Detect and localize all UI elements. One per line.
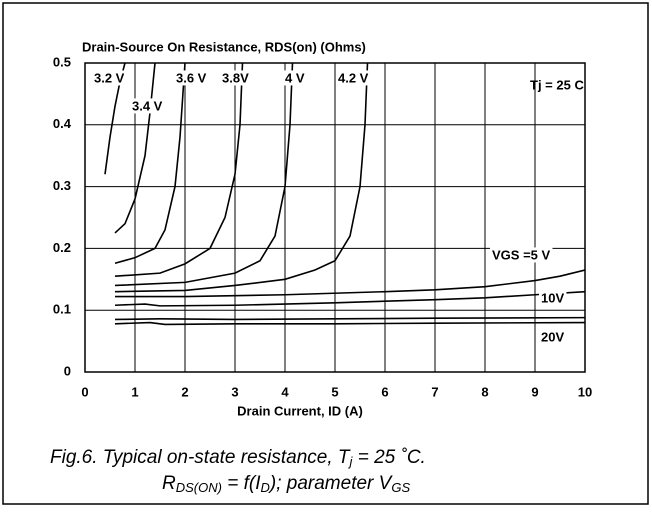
label-bg: [490, 247, 553, 263]
label-bg: [283, 70, 307, 86]
y-tick-label: 0: [64, 363, 71, 378]
y-tick-label: 0.2: [53, 240, 71, 255]
line: [114, 63, 369, 293]
y-tick-label: 0.3: [53, 178, 71, 193]
x-tick-label: 7: [431, 384, 438, 399]
label-bg: [220, 70, 252, 86]
caption-text: R: [162, 473, 176, 494]
line: [114, 63, 186, 265]
series-label: 3.4 V: [132, 98, 163, 113]
series-label: 3.2 V: [94, 70, 125, 85]
line: [114, 321, 585, 326]
caption-sub: j: [348, 454, 354, 469]
plot-border: [84, 62, 586, 373]
caption-text: = 25 ˚C.: [352, 447, 425, 468]
series-label: 20V: [541, 329, 564, 344]
x-tick-label: 10: [578, 384, 592, 399]
x-tick-label: 2: [181, 384, 188, 399]
x-tick-label: 1: [131, 384, 138, 399]
label-bg: [174, 70, 209, 86]
chart-title: Drain-Source On Resistance, RDS(on) (Ohm…: [82, 39, 366, 54]
x-tick-label: 0: [81, 384, 88, 399]
caption-text: = f(I: [222, 473, 261, 494]
caption-line: Fig.6. Typical on-state resistance, Tj =…: [50, 447, 426, 469]
series-label: 4 V: [285, 70, 305, 85]
x-tick-label: 5: [331, 384, 338, 399]
frame: [2, 2, 649, 505]
caption-sub: GS: [391, 480, 410, 495]
label-bg: [336, 70, 371, 86]
label-bg: [92, 70, 127, 86]
caption-sub: D: [261, 480, 270, 495]
label-bg: [130, 98, 165, 114]
caption-text: Fig.6. Typical on-state resistance, T: [50, 447, 351, 468]
annotation: Tj = 25 C: [530, 77, 584, 92]
caption-sub: DS(ON): [176, 480, 222, 495]
series-label: VGS =5 V: [492, 247, 550, 262]
x-tick-label: 8: [481, 384, 488, 399]
series-label: 4.2 V: [338, 70, 369, 85]
line: [114, 316, 585, 321]
series-label: 3.8V: [222, 70, 249, 85]
y-tick-label: 0.4: [53, 116, 72, 131]
line: [114, 63, 244, 278]
x-tick-label: 9: [531, 384, 538, 399]
label-bg: [539, 329, 567, 345]
series-label: 3.6 V: [176, 70, 207, 85]
x-tick-label: 3: [231, 384, 238, 399]
caption-text: ); parameter V: [268, 473, 394, 494]
x-tick-label: 4: [281, 384, 289, 399]
caption-line: RDS(ON) = f(ID); parameter VGS: [162, 473, 410, 495]
x-axis-label: Drain Current, ID (A): [237, 403, 363, 418]
y-tick-label: 0.1: [53, 302, 71, 317]
y-tick-label: 0.5: [53, 54, 71, 69]
series-label: 10V: [541, 290, 564, 305]
line: [114, 290, 585, 307]
x-tick-label: 6: [381, 384, 388, 399]
line: [115, 269, 585, 298]
line: [114, 63, 294, 287]
label-bg: [539, 290, 567, 306]
